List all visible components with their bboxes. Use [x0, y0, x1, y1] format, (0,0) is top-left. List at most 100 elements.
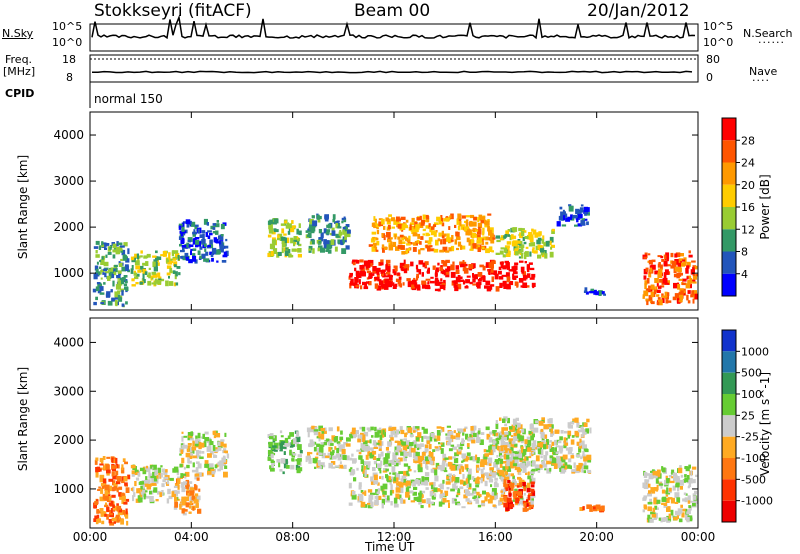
- data-cell: [99, 286, 104, 291]
- data-cell: [563, 444, 567, 449]
- data-cell: [218, 235, 222, 240]
- data-cell: [204, 248, 207, 252]
- data-cell: [133, 472, 137, 476]
- data-cell: [467, 474, 472, 480]
- data-cell: [406, 243, 411, 246]
- data-cell: [371, 231, 377, 235]
- data-cell: [405, 443, 410, 446]
- data-cell: [390, 237, 393, 240]
- data-cell: [647, 288, 651, 291]
- data-cell: [155, 499, 159, 502]
- data-cell: [514, 443, 518, 447]
- data-cell: [382, 490, 387, 495]
- data-cell: [192, 440, 195, 446]
- data-cell: [380, 460, 383, 466]
- data-cell: [492, 504, 496, 507]
- data-cell: [225, 250, 229, 256]
- data-cell: [521, 231, 525, 236]
- data-cell: [222, 463, 226, 467]
- data-cell: [476, 467, 481, 471]
- data-cell: [168, 252, 171, 255]
- data-cell: [197, 228, 200, 234]
- data-cell: [522, 467, 527, 473]
- data-cell: [359, 259, 364, 263]
- data-cell: [322, 465, 326, 468]
- data-cell: [337, 239, 340, 244]
- data-cell: [549, 251, 554, 258]
- data-cell: [194, 474, 197, 480]
- data-cell: [100, 488, 104, 494]
- data-cell: [104, 242, 108, 247]
- data-cell: [457, 428, 462, 432]
- data-cell: [365, 454, 369, 460]
- data-cell: [450, 213, 454, 220]
- data-cell: [424, 261, 429, 266]
- data-cell: [477, 222, 483, 229]
- data-cell: [176, 266, 181, 269]
- data-cell: [120, 509, 126, 515]
- data-cell: [427, 281, 430, 284]
- data-cell: [442, 497, 447, 503]
- data-cell: [180, 449, 184, 454]
- data-cell: [381, 272, 384, 276]
- data-cell: [123, 502, 128, 505]
- data-cell: [116, 476, 122, 482]
- data-cell: [644, 283, 647, 290]
- data-cell: [690, 294, 694, 298]
- data-cell: [677, 267, 682, 273]
- data-cell: [502, 461, 507, 464]
- data-cell: [512, 421, 517, 426]
- data-cell: [408, 235, 411, 240]
- data-cell: [394, 446, 398, 452]
- data-cell: [135, 265, 141, 270]
- data-cell: [541, 238, 545, 244]
- data-cell: [199, 234, 204, 238]
- data-cell: [370, 480, 375, 485]
- data-cell: [518, 256, 522, 259]
- data-cell: [456, 247, 459, 251]
- data-cell: [158, 472, 162, 479]
- data-cell: [440, 215, 443, 219]
- data-cell: [485, 220, 490, 226]
- data-cell: [360, 270, 365, 276]
- data-cell: [392, 241, 397, 247]
- data-cell: [430, 433, 435, 437]
- data-cell: [514, 248, 518, 253]
- data-cell: [213, 454, 216, 458]
- data-cell: [482, 467, 485, 470]
- data-cell: [524, 439, 528, 444]
- data-cell: [649, 267, 653, 273]
- data-cell: [197, 508, 202, 514]
- data-cell: [643, 275, 647, 280]
- data-cell: [390, 437, 394, 441]
- data-cell: [162, 479, 166, 483]
- data-cell: [130, 487, 133, 491]
- data-cell: [390, 484, 393, 490]
- data-cell: [154, 470, 158, 475]
- velocity-panel-frame: [89, 317, 699, 529]
- data-cell: [309, 452, 313, 455]
- data-cell: [153, 259, 158, 264]
- data-cell: [445, 216, 449, 219]
- data-cell: [647, 492, 652, 497]
- data-cell: [194, 438, 199, 444]
- data-cell: [289, 432, 294, 437]
- data-cell: [503, 427, 508, 430]
- data-cell: [94, 515, 98, 519]
- data-cell: [500, 455, 505, 458]
- data-cell: [501, 437, 505, 443]
- data-cell: [438, 221, 443, 225]
- data-cell: [166, 498, 170, 504]
- data-cell: [182, 230, 186, 234]
- data-cell: [517, 422, 521, 428]
- data-cell: [193, 499, 199, 504]
- data-cell: [348, 482, 352, 489]
- data-cell: [331, 227, 335, 231]
- data-cell: [439, 284, 445, 289]
- data-cell: [424, 446, 429, 452]
- data-cell: [267, 456, 271, 461]
- data-cell: [518, 245, 523, 249]
- data-cell: [415, 437, 419, 442]
- data-cell: [492, 433, 495, 436]
- data-cell: [416, 239, 420, 244]
